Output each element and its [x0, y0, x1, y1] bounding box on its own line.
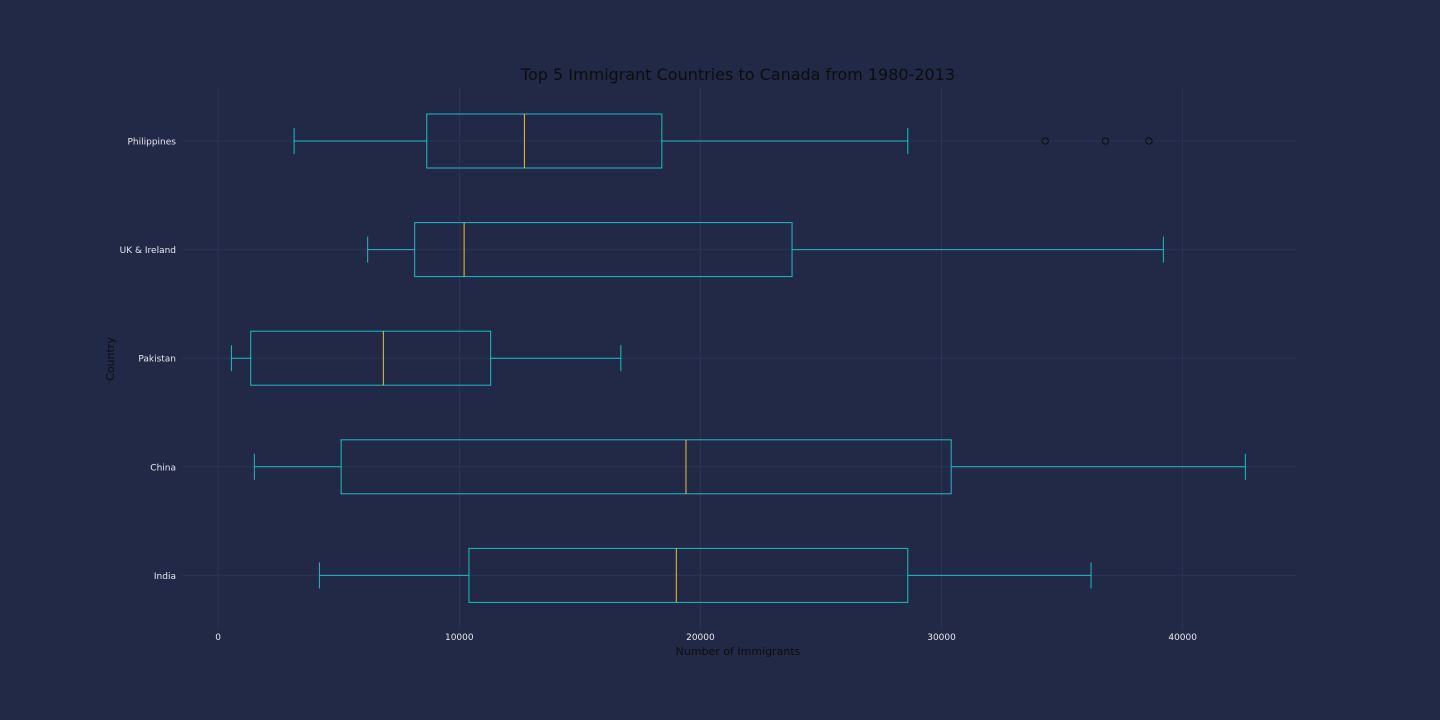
y-tick-label: China	[150, 463, 176, 473]
box-iqr	[426, 113, 663, 169]
box-iqr	[340, 439, 952, 495]
flier-point	[1145, 137, 1153, 145]
box-iqr	[414, 222, 793, 278]
x-tick-label: 0	[215, 633, 221, 643]
box-plot-series	[230, 113, 1246, 603]
box-iqr	[468, 547, 909, 603]
x-tick-label: 20000	[686, 633, 715, 643]
y-tick-label: Philippines	[128, 138, 177, 148]
x-axis-title: Number of Immigrants	[676, 645, 801, 658]
box-iqr	[250, 330, 492, 386]
flier-point	[1101, 137, 1110, 145]
y-tick-label: India	[154, 572, 176, 582]
box-philippines	[293, 113, 1153, 169]
chart-title: Top 5 Immigrant Countries to Canada from…	[520, 65, 955, 84]
y-axis-title: Country	[104, 337, 117, 381]
box-pakistan	[230, 330, 622, 386]
x-axis-ticks: 0 10000 20000 30000 40000	[215, 633, 1197, 643]
axes: 0 10000 20000 30000 40000 India China Pakistan…	[120, 138, 1198, 644]
box-india	[318, 547, 1092, 603]
y-axis-ticks: India China Pakistan UK & Ireland Philippine…	[120, 138, 177, 582]
flier-point	[1041, 137, 1049, 145]
x-tick-label: 10000	[445, 633, 474, 643]
box-china	[253, 439, 1246, 495]
x-tick-label: 30000	[927, 633, 956, 643]
y-tick-label: Pakistan	[138, 355, 176, 365]
y-tick-label: UK & Ireland	[120, 246, 176, 256]
box-uk-ireland	[367, 222, 1164, 278]
x-tick-label: 40000	[1168, 633, 1197, 643]
